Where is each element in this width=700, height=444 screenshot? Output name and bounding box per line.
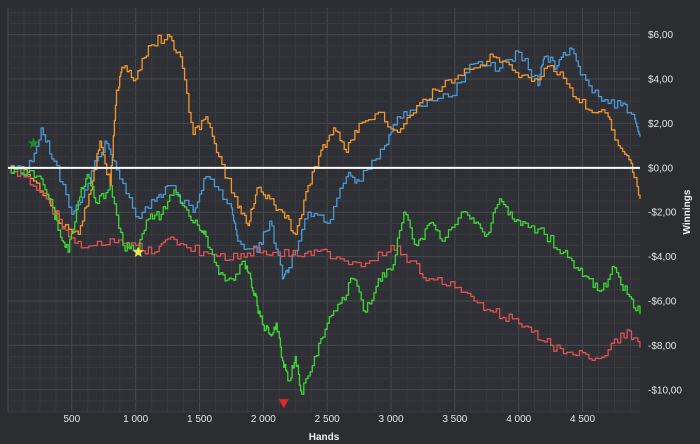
x-tick-label: 1 500 — [187, 414, 212, 425]
x-tick-label: 4 000 — [506, 414, 531, 425]
x-tick-label: 1 000 — [123, 414, 148, 425]
y-tick-label: -$8,00 — [648, 341, 677, 352]
x-axis-title: Hands — [309, 432, 340, 443]
star-marker — [132, 246, 144, 257]
x-tick-label: 4 500 — [570, 414, 595, 425]
x-tick-label: 2 500 — [315, 414, 340, 425]
y-tick-label: $2,00 — [648, 119, 673, 130]
y-tick-label: $0,00 — [648, 163, 673, 174]
y-axis-title: Winnings — [682, 189, 693, 234]
triangle-down-marker — [278, 399, 289, 409]
y-tick-label: -$2,00 — [648, 208, 677, 219]
y-tick-label: $4,00 — [648, 75, 673, 86]
series-layer — [8, 33, 641, 395]
x-axis-ticks: 500 1 000 1 500 2 000 2 500 3 000 3 500 4 000 4 … — [63, 414, 595, 425]
x-tick-label: 3 000 — [379, 414, 404, 425]
markers — [27, 137, 289, 409]
series-line-2 — [8, 33, 641, 236]
series-line-3 — [8, 166, 641, 361]
y-tick-label: -$6,00 — [648, 297, 677, 308]
star-marker — [27, 137, 40, 149]
y-tick-label: -$10,00 — [648, 385, 682, 396]
y-axis-ticks: $6,00 $4,00 $2,00 $0,00 -$2,00 -$4,00 -$6,00 -$… — [648, 30, 682, 396]
x-tick-label: 3 500 — [442, 414, 467, 425]
y-tick-label: $6,00 — [648, 30, 673, 41]
x-tick-label: 500 — [63, 414, 80, 425]
x-tick-label: 2 000 — [251, 414, 276, 425]
y-tick-label: -$4,00 — [648, 252, 677, 263]
series-line-4 — [8, 167, 641, 395]
series-line-1 — [8, 47, 641, 280]
